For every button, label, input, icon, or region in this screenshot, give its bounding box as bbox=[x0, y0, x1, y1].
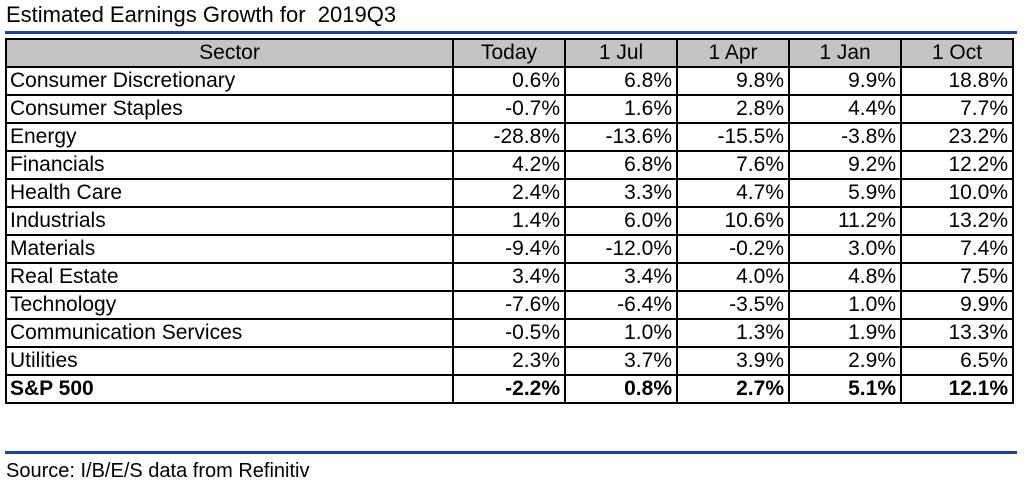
sector-cell: Financials bbox=[5, 150, 454, 180]
table-body: Consumer Discretionary 0.6% 6.8% 9.8% 9.9% 18… bbox=[5, 66, 1014, 404]
table-row: Communication Services -0.5% 1.0% 1.3% 1.9% 1… bbox=[5, 318, 1014, 348]
header-row: Sector Today 1 Jul 1 Apr 1 Jan 1 Oct bbox=[5, 38, 1014, 68]
total-row: S&P 500 -2.2% 0.8% 2.7% 5.1% 12.1% bbox=[5, 374, 1014, 404]
column-header-sector: Sector bbox=[5, 38, 454, 68]
value-cell: 3.4% bbox=[564, 262, 678, 292]
value-cell: 1.0% bbox=[788, 290, 902, 320]
sector-cell: Energy bbox=[5, 122, 454, 152]
value-cell: 12.1% bbox=[900, 374, 1014, 404]
sector-cell: Consumer Discretionary bbox=[5, 66, 454, 96]
value-cell: 23.2% bbox=[900, 122, 1014, 152]
value-cell: 7.7% bbox=[900, 94, 1014, 124]
value-cell: 18.8% bbox=[900, 66, 1014, 96]
value-cell: 7.6% bbox=[676, 150, 790, 180]
value-cell: 2.8% bbox=[676, 94, 790, 124]
value-cell: 1.9% bbox=[788, 318, 902, 348]
value-cell: -7.6% bbox=[452, 290, 566, 320]
earnings-table: Sector Today 1 Jul 1 Apr 1 Jan 1 Oct Con… bbox=[5, 38, 1014, 404]
value-cell: -0.7% bbox=[452, 94, 566, 124]
value-cell: 1.4% bbox=[452, 206, 566, 236]
value-cell: 13.2% bbox=[900, 206, 1014, 236]
value-cell: 5.1% bbox=[788, 374, 902, 404]
value-cell: 2.7% bbox=[676, 374, 790, 404]
column-header-1-jan: 1 Jan bbox=[788, 38, 902, 68]
footer-rule bbox=[5, 451, 1017, 454]
sector-cell: Health Care bbox=[5, 178, 454, 208]
value-cell: 7.5% bbox=[900, 262, 1014, 292]
value-cell: 4.8% bbox=[788, 262, 902, 292]
value-cell: 4.4% bbox=[788, 94, 902, 124]
value-cell: 0.6% bbox=[452, 66, 566, 96]
value-cell: -3.8% bbox=[788, 122, 902, 152]
sector-cell: Real Estate bbox=[5, 262, 454, 292]
page-title: Estimated Earnings Growth for 2019Q3 bbox=[6, 2, 397, 27]
value-cell: 10.6% bbox=[676, 206, 790, 236]
value-cell: 4.7% bbox=[676, 178, 790, 208]
sector-cell: S&P 500 bbox=[5, 374, 454, 404]
value-cell: -13.6% bbox=[564, 122, 678, 152]
value-cell: 3.3% bbox=[564, 178, 678, 208]
table-row: Industrials 1.4% 6.0% 10.6% 11.2% 13.2% bbox=[5, 206, 1014, 236]
value-cell: 5.9% bbox=[788, 178, 902, 208]
table-row: Financials 4.2% 6.8% 7.6% 9.2% 12.2% bbox=[5, 150, 1014, 180]
table-row: Consumer Discretionary 0.6% 6.8% 9.8% 9.9% 18… bbox=[5, 66, 1014, 96]
sector-cell: Technology bbox=[5, 290, 454, 320]
value-cell: 3.4% bbox=[452, 262, 566, 292]
value-cell: 6.8% bbox=[564, 150, 678, 180]
value-cell: 1.0% bbox=[564, 318, 678, 348]
value-cell: 12.2% bbox=[900, 150, 1014, 180]
column-header-1-oct: 1 Oct bbox=[900, 38, 1014, 68]
source-note: Source: I/B/E/S data from Refinitiv bbox=[6, 460, 310, 482]
value-cell: 3.7% bbox=[564, 346, 678, 376]
value-cell: 9.8% bbox=[676, 66, 790, 96]
table-row: Health Care 2.4% 3.3% 4.7% 5.9% 10.0% bbox=[5, 178, 1014, 208]
value-cell: 3.9% bbox=[676, 346, 790, 376]
value-cell: -12.0% bbox=[564, 234, 678, 264]
table-row: Technology -7.6% -6.4% -3.5% 1.0% 9.9% bbox=[5, 290, 1014, 320]
value-cell: -0.5% bbox=[452, 318, 566, 348]
sector-cell: Materials bbox=[5, 234, 454, 264]
table-row: Consumer Staples -0.7% 1.6% 2.8% 4.4% 7.7% bbox=[5, 94, 1014, 124]
value-cell: -3.5% bbox=[676, 290, 790, 320]
sector-cell: Utilities bbox=[5, 346, 454, 376]
value-cell: 6.8% bbox=[564, 66, 678, 96]
value-cell: 3.0% bbox=[788, 234, 902, 264]
value-cell: 9.9% bbox=[900, 290, 1014, 320]
value-cell: -0.2% bbox=[676, 234, 790, 264]
value-cell: -15.5% bbox=[676, 122, 790, 152]
value-cell: 6.0% bbox=[564, 206, 678, 236]
value-cell: -28.8% bbox=[452, 122, 566, 152]
value-cell: 1.6% bbox=[564, 94, 678, 124]
value-cell: -6.4% bbox=[564, 290, 678, 320]
value-cell: 2.3% bbox=[452, 346, 566, 376]
value-cell: 13.3% bbox=[900, 318, 1014, 348]
value-cell: 2.4% bbox=[452, 178, 566, 208]
value-cell: 7.4% bbox=[900, 234, 1014, 264]
sector-cell: Communication Services bbox=[5, 318, 454, 348]
sector-cell: Industrials bbox=[5, 206, 454, 236]
value-cell: 9.2% bbox=[788, 150, 902, 180]
value-cell: 10.0% bbox=[900, 178, 1014, 208]
table-row: Utilities 2.3% 3.7% 3.9% 2.9% 6.5% bbox=[5, 346, 1014, 376]
value-cell: 2.9% bbox=[788, 346, 902, 376]
value-cell: -9.4% bbox=[452, 234, 566, 264]
value-cell: 4.2% bbox=[452, 150, 566, 180]
value-cell: 0.8% bbox=[564, 374, 678, 404]
column-header-1-apr: 1 Apr bbox=[676, 38, 790, 68]
table-row: Materials -9.4% -12.0% -0.2% 3.0% 7.4% bbox=[5, 234, 1014, 264]
value-cell: 4.0% bbox=[676, 262, 790, 292]
column-header-1-jul: 1 Jul bbox=[564, 38, 678, 68]
value-cell: 1.3% bbox=[676, 318, 790, 348]
table-row: Energy -28.8% -13.6% -15.5% -3.8% 23.2% bbox=[5, 122, 1014, 152]
table-row: Real Estate 3.4% 3.4% 4.0% 4.8% 7.5% bbox=[5, 262, 1014, 292]
column-header-today: Today bbox=[452, 38, 566, 68]
sector-cell: Consumer Staples bbox=[5, 94, 454, 124]
value-cell: 9.9% bbox=[788, 66, 902, 96]
value-cell: 6.5% bbox=[900, 346, 1014, 376]
value-cell: 11.2% bbox=[788, 206, 902, 236]
value-cell: -2.2% bbox=[452, 374, 566, 404]
title-rule bbox=[5, 31, 1017, 34]
